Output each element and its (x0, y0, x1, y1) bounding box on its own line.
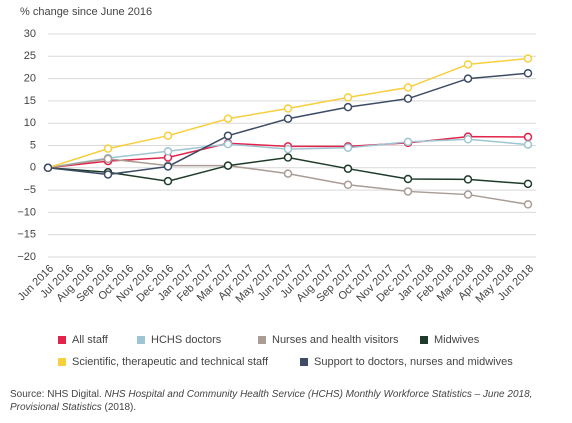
legend-swatch (300, 358, 308, 366)
y-tick-label: 15 (24, 95, 36, 107)
y-tick-label: 30 (24, 28, 36, 40)
marker (523, 140, 533, 149)
legend-label: HCHS doctors (151, 334, 222, 346)
marker (103, 144, 113, 153)
y-tick-label: −5 (23, 184, 36, 196)
y-axis-label: % change since June 2016 (20, 6, 152, 18)
marker (283, 114, 293, 123)
legend-swatch (58, 336, 66, 344)
marker (403, 94, 413, 103)
y-tick-label: 0 (30, 162, 36, 174)
marker (103, 154, 113, 164)
source: Source: NHS Digital. (10, 389, 102, 400)
legend-label: Scientific, therapeutic and technical st… (72, 356, 269, 368)
y-tick-label: −10 (17, 206, 36, 218)
year: (2018). (104, 402, 137, 413)
marker (403, 83, 413, 92)
marker (163, 162, 173, 171)
marker (103, 170, 113, 179)
y-tick-label: 20 (24, 73, 36, 85)
marker (283, 144, 293, 154)
marker (523, 200, 533, 209)
y-tick-label: 5 (30, 139, 36, 151)
legend-label: Support to doctors, nurses and midwives (314, 356, 513, 368)
marker (283, 153, 293, 162)
y-tick-label: −20 (17, 251, 36, 263)
marker (403, 187, 413, 196)
marker (463, 175, 473, 184)
marker (403, 137, 413, 147)
marker (163, 131, 173, 140)
marker (223, 161, 233, 170)
marker (343, 143, 353, 152)
legend-swatch (137, 336, 145, 344)
marker (163, 147, 173, 156)
marker (463, 190, 473, 199)
y-tick-label: 25 (24, 50, 36, 62)
legend-label: Midwives (434, 334, 480, 346)
y-tick-label: 10 (24, 117, 36, 129)
series-line (47, 158, 529, 206)
marker (343, 180, 353, 189)
marker (463, 60, 473, 69)
legend-swatch (420, 336, 428, 344)
marker (523, 68, 533, 78)
marker (223, 139, 233, 149)
marker (523, 179, 533, 189)
marker (523, 54, 533, 63)
marker (163, 176, 173, 186)
publication: NHS Hospital and Community Health Servic… (10, 389, 533, 413)
marker (463, 74, 473, 83)
marker (223, 114, 233, 123)
marker (523, 132, 533, 142)
marker (463, 135, 473, 144)
marker (223, 131, 233, 140)
marker (343, 164, 353, 173)
chart: % change since June 2016 30 25 20 15 10 5 0 −5 −… (16, 6, 536, 368)
marker (343, 102, 353, 112)
marker (283, 104, 293, 113)
legend-swatch (258, 336, 266, 344)
marker (283, 169, 293, 178)
marker (403, 174, 413, 184)
marker (43, 163, 53, 173)
legend-label: Nurses and health visitors (272, 334, 399, 346)
legend-label: All staff (72, 334, 109, 346)
legend-swatch (58, 358, 66, 366)
source-note: Source: NHS Digital. NHS Hospital and Co… (10, 388, 550, 414)
y-tick-label: −15 (17, 229, 36, 241)
marker (343, 93, 353, 102)
